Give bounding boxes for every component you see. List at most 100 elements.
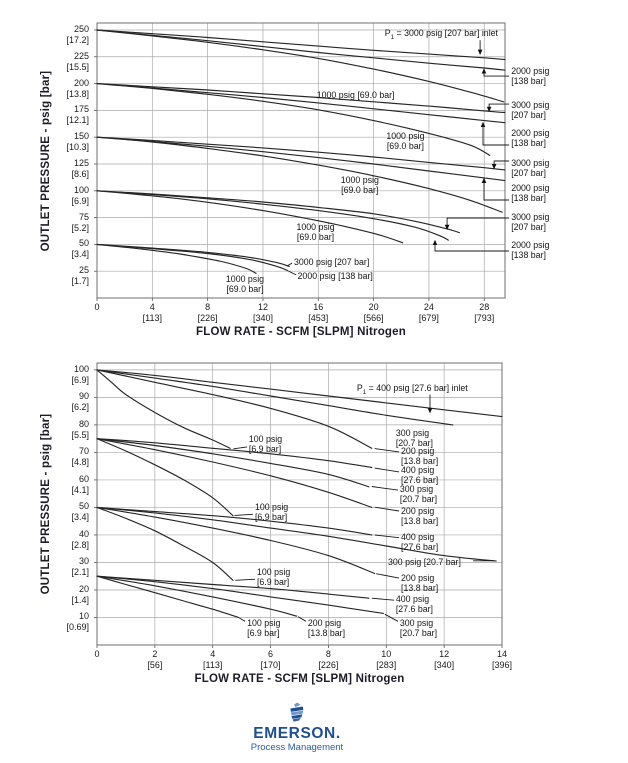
y-axis-title: OUTLET PRESSURE - psig [bar] bbox=[40, 70, 52, 251]
y-tick-label: 70 [4.8] bbox=[71, 446, 89, 468]
y-tick-label: 30 [2.1] bbox=[71, 556, 89, 578]
x-tick-label: 4 [113] bbox=[142, 302, 162, 323]
annotation-label: 100 psig [6.9 bar] bbox=[248, 433, 283, 454]
y-axis-title: OUTLET PRESSURE - psig [bar] bbox=[40, 413, 52, 595]
leader-line bbox=[233, 446, 248, 450]
curve-100psig-2000inlet bbox=[96, 190, 449, 241]
annotation-label: 1000 psig [69.0 bar] bbox=[225, 273, 265, 294]
curve-25psig-200inlet bbox=[96, 575, 298, 617]
curve-50psig-300inlet bbox=[96, 506, 497, 562]
leader-line bbox=[481, 177, 510, 201]
x-tick-label: 14 [396] bbox=[491, 649, 513, 670]
x-tick-label: 2 [56] bbox=[147, 649, 163, 670]
leader-line bbox=[480, 121, 510, 146]
annotation-label: 400 psig [27.6 bar] bbox=[401, 464, 439, 485]
annotation-label: 300 psig [20.7 bar] bbox=[399, 483, 438, 504]
annotation-label: P1 = 3000 psig [207 bar] inlet bbox=[384, 27, 498, 41]
curve-150psig-2000inlet bbox=[96, 136, 506, 182]
annotation-label: 300 psig [20.7 bar] bbox=[395, 427, 433, 448]
annotation-label: 200 psig [13.8 bar] bbox=[307, 617, 346, 638]
annotation-label: 2000 psig [138 bar] bbox=[511, 183, 550, 204]
annotation-label: 1000 psig [69.0 bar] bbox=[316, 90, 395, 101]
curve-150psig-1000inlet bbox=[96, 136, 503, 213]
annotation-label: P1 = 400 psig [27.6 bar] inlet bbox=[356, 383, 468, 396]
x-tick-label: 12 [340] bbox=[252, 302, 273, 323]
logo-tagline: Process Management bbox=[250, 742, 344, 753]
leader-line bbox=[239, 617, 246, 622]
annotation-label: 2000 psig [138 bar] bbox=[511, 239, 550, 260]
curve-25psig-100inlet bbox=[96, 575, 240, 619]
y-tick-label: 100 [6.9] bbox=[71, 184, 89, 206]
y-tick-label: 50 [3.4] bbox=[71, 501, 89, 523]
curve-50psig-1000inlet bbox=[96, 243, 257, 274]
x-tick-label: 8 [226] bbox=[197, 302, 218, 323]
y-tick-label: 200 [13.8] bbox=[66, 77, 89, 99]
emerson-logo: EMERSON. Process Management bbox=[251, 702, 343, 753]
y-tick-label: 175 [12.1] bbox=[66, 104, 89, 126]
annotation-label: 1000 psig [69.0 bar] bbox=[386, 131, 425, 152]
curve-100psig-300inlet bbox=[96, 369, 454, 426]
x-tick-label: 28 [793] bbox=[474, 302, 495, 323]
emerson-logo-icon bbox=[290, 702, 304, 722]
y-tick-label: 10 [0.69] bbox=[66, 611, 89, 633]
annotation-label: 3000 psig [207 bar] bbox=[293, 256, 370, 267]
curve-100psig-200inlet bbox=[96, 369, 373, 449]
leader-line bbox=[486, 103, 510, 113]
curve-250psig-1000inlet bbox=[96, 29, 505, 103]
curve-25psig-300inlet bbox=[96, 575, 384, 614]
curve-100psig-400inlet bbox=[96, 369, 503, 418]
annotation-label: 1000 psig [69.0 bar] bbox=[340, 174, 379, 195]
annotation-label: 200 psig [13.8 bar] bbox=[401, 573, 439, 594]
curve-100psig-100inlet bbox=[96, 369, 231, 449]
y-tick-label: 250 [17.2] bbox=[66, 23, 89, 45]
plot-border bbox=[96, 22, 506, 299]
curve-50psig-400inlet bbox=[96, 506, 373, 536]
x-tick-label: 16 [453] bbox=[308, 302, 329, 323]
curve-150psig-3000inlet bbox=[96, 136, 506, 171]
curve-200psig-2000inlet bbox=[96, 83, 506, 124]
annotation-label: 3000 psig [207 bar] bbox=[511, 100, 550, 121]
leader-line bbox=[374, 448, 400, 453]
annotation-label: 2000 psig [138 bar] bbox=[511, 66, 550, 87]
leader-line bbox=[234, 513, 253, 516]
annotation-label: 300 psig [20.7 bar] bbox=[388, 556, 461, 567]
curve-75psig-400inlet bbox=[96, 438, 373, 469]
curve-250psig-3000inlet bbox=[96, 29, 506, 61]
curve-50psig-200inlet bbox=[96, 506, 376, 575]
annotation-label: 3000 psig [207 bar] bbox=[511, 211, 550, 232]
leader-line bbox=[297, 616, 307, 622]
y-tick-label: 60 [4.1] bbox=[71, 473, 89, 495]
leader-line bbox=[235, 578, 256, 581]
curve-50psig-2000inlet bbox=[96, 243, 289, 272]
curve-75psig-300inlet bbox=[96, 438, 370, 488]
annotation-label: 100 psig [6.9 bar] bbox=[256, 567, 291, 588]
y-tick-label: 225 [15.5] bbox=[66, 50, 89, 72]
x-axis-title: FLOW RATE - SCFM [SLPM] Nitrogen bbox=[196, 326, 406, 338]
x-axis-title: FLOW RATE - SCFM [SLPM] Nitrogen bbox=[194, 673, 405, 685]
leader-line bbox=[444, 217, 510, 231]
x-tick-label: 0 bbox=[94, 302, 100, 312]
annotation-label: 100 psig [6.9 bar] bbox=[254, 502, 289, 523]
y-tick-label: 50 [3.4] bbox=[71, 238, 89, 260]
curve-100psig-3000inlet bbox=[96, 190, 460, 234]
y-tick-label: 80 [5.5] bbox=[71, 418, 89, 440]
annotation-label: 200 psig [13.8 bar] bbox=[401, 505, 439, 526]
x-tick-label: 12 [340] bbox=[434, 649, 455, 670]
y-tick-label: 40 [2.8] bbox=[71, 528, 89, 550]
y-tick-label: 90 [6.2] bbox=[71, 391, 89, 413]
curve-250psig-2000inlet bbox=[96, 29, 506, 71]
x-tick-label: 20 [566] bbox=[363, 302, 384, 323]
leader-line bbox=[432, 239, 510, 252]
y-tick-label: 100 [6.9] bbox=[71, 363, 89, 385]
leader-line bbox=[371, 486, 398, 491]
leader-line bbox=[374, 506, 400, 512]
x-tick-label: 6 [170] bbox=[260, 649, 281, 670]
leader-line bbox=[384, 613, 399, 622]
logo-brand: EMERSON. bbox=[253, 725, 341, 742]
y-tick-label: 75 [5.2] bbox=[71, 211, 89, 233]
curve-200psig-3000inlet bbox=[96, 83, 506, 114]
annotation-label: 400 psig [27.6 bar] bbox=[401, 532, 439, 553]
y-tick-label: 125 [8.6] bbox=[71, 157, 89, 179]
